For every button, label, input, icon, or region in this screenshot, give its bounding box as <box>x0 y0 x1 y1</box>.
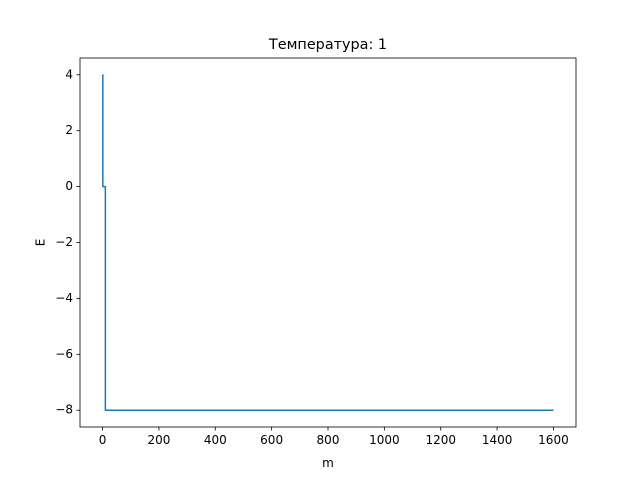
plot-area <box>80 58 576 427</box>
axes-background <box>80 58 576 427</box>
y-axis-ticks: 4 2 0 −2 −4 −6 −8 <box>55 67 80 417</box>
y-tick-label: −2 <box>55 235 73 249</box>
y-tick-label: 4 <box>65 67 73 81</box>
y-tick-label: −8 <box>55 403 73 417</box>
x-axis-label: m <box>322 456 334 470</box>
x-tick-label: 1400 <box>482 433 513 447</box>
y-axis-label: E <box>34 239 48 247</box>
y-tick-label: −4 <box>55 291 73 305</box>
chart-title: Температура: 1 <box>268 37 387 53</box>
x-tick-label: 600 <box>260 433 283 447</box>
x-axis-ticks: 0 200 400 600 800 1000 1200 1400 1600 <box>99 427 569 447</box>
series-layer <box>102 74 554 411</box>
y-tick-label: −6 <box>55 347 73 361</box>
x-tick-label: 200 <box>147 433 170 447</box>
x-tick-label: 1000 <box>369 433 400 447</box>
x-tick-label: 800 <box>317 433 340 447</box>
y-tick-label: 2 <box>65 123 73 137</box>
x-tick-label: 400 <box>204 433 227 447</box>
y-tick-label: 0 <box>65 179 73 193</box>
x-tick-label: 0 <box>99 433 107 447</box>
axes-frame <box>79 57 577 428</box>
series-line <box>102 74 554 411</box>
x-tick-label: 1200 <box>425 433 456 447</box>
x-tick-label: 1600 <box>538 433 569 447</box>
